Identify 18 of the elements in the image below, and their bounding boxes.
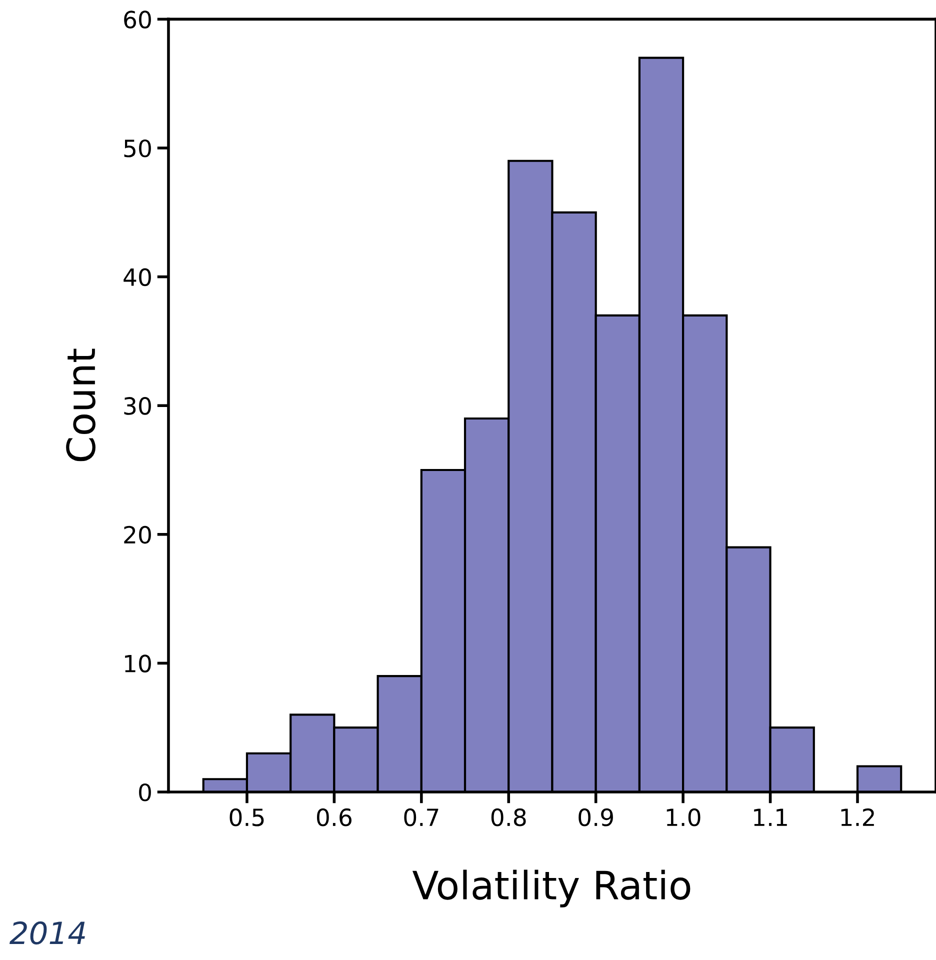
- y-tick-label: 60: [124, 10, 151, 29]
- x-tick-label: 1.0: [666, 808, 700, 826]
- x-tick-label: 0.6: [316, 808, 352, 826]
- x-tick-label: 0.9: [578, 808, 613, 826]
- text: 2014: [9, 921, 85, 944]
- x-tick-label: 1.2: [841, 808, 874, 826]
- y-tick-label: 40: [124, 268, 151, 286]
- y-tick-label: 50: [124, 139, 151, 158]
- y-tick-label: 30: [124, 397, 151, 415]
- x-tick-label: 0.8: [491, 808, 526, 826]
- y-tick-label: 20: [124, 526, 151, 544]
- x-tick-label: 1.1: [754, 808, 787, 826]
- y-axis-title: Count: [66, 348, 96, 462]
- x-axis-title: Volatility Ratio: [412, 870, 690, 908]
- x-tick-label: 0.7: [404, 808, 438, 826]
- y-tick-label: 10: [125, 654, 151, 673]
- x-tick-label: 0.5: [230, 808, 264, 826]
- y-tick-label: 0: [139, 783, 151, 802]
